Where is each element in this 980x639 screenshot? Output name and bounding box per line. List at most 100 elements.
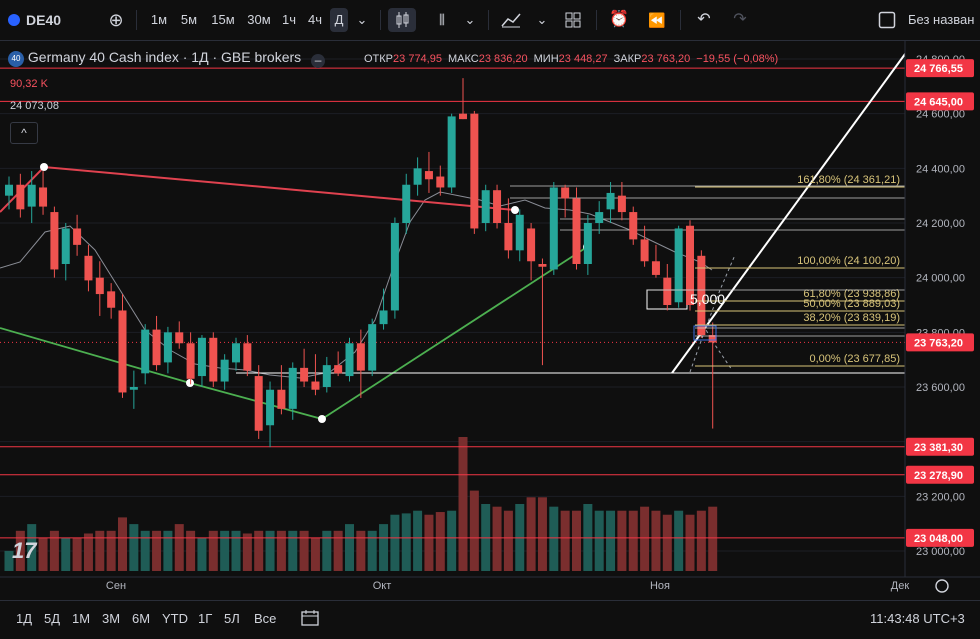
candle-body [583,223,592,264]
range-1Д[interactable]: 1Д [16,611,33,626]
ohlc-value: 23 774,95 [393,53,442,65]
candle-body [504,223,513,251]
chart-legend: 40 Germany 40 Cash index · 1Д · GBE brok… [8,49,326,68]
undo-icon[interactable]: ↶ [697,11,711,28]
candle-body [390,223,399,311]
volume-bar [424,514,434,571]
symbol-title[interactable]: Germany 40 Cash index · 1Д · GBE brokers [27,49,302,65]
volume-bar [458,437,468,571]
volume-bar [560,510,570,571]
candle-body [73,228,82,245]
volume-bar [231,530,241,571]
volume-bar [617,510,627,571]
candle-body [107,291,116,308]
price-tick-label: 24 000,00 [916,273,965,285]
candle-body [402,184,411,223]
range-1М[interactable]: 1М [72,611,91,626]
candle-body [288,367,297,409]
chart-type-icon[interactable] [498,8,524,32]
replay-icon[interactable]: ⏪ [648,12,666,28]
bottom-toolbar: 1Д 5Д 1М 3М 6М YTD 1Г 5Л Все 11:43:48 UTC+3 [0,600,980,639]
tradingview-logo[interactable]: 17 [12,538,37,563]
symbol-logo-icon: 40 [8,51,24,67]
volume-bar [685,514,695,571]
chevron-down-icon[interactable]: ⌄ [536,12,548,27]
range-1Г[interactable]: 1Г [198,611,213,626]
candle-body [674,228,683,303]
candle-body [197,337,206,377]
candle-body [129,387,138,390]
candle-body [175,332,184,344]
interval-4[interactable]: 1ч [281,12,296,27]
time-label: Дек [891,580,910,592]
volume-bar [220,530,230,571]
volume-bar [356,530,366,571]
symbol-button[interactable]: DE40 [8,8,61,32]
interval-0[interactable]: 1м [150,12,168,27]
anchor-point [186,379,194,387]
goto-date-icon[interactable] [300,609,320,630]
candle-body [561,187,570,199]
interval-2[interactable]: 15м [211,12,235,27]
candle-body [436,176,445,188]
layout-save-checkbox-icon[interactable] [876,8,898,32]
candles-chart-type-icon[interactable] [388,8,416,32]
interval-6[interactable]: Д [330,8,348,32]
price-tag-label: 24 645,00 [914,96,963,108]
redo-icon[interactable]: ↷ [733,11,747,28]
interval-5[interactable]: 4ч [307,12,322,27]
candle-body [515,214,524,251]
layout-icon[interactable] [560,8,586,32]
candle-body [311,381,320,390]
fib-level-label: 0,00% (23 677,85) [809,353,900,365]
interval-3[interactable]: 30м [247,12,271,27]
volume-bar [640,506,650,571]
candle-body [459,113,467,120]
indicators-icon[interactable]: ⫼ [439,12,445,27]
range-5Д[interactable]: 5Д [44,611,61,626]
volume-bar [379,524,389,571]
candle-body [39,187,48,207]
volume-bar [447,510,457,571]
volume-bar [208,530,218,571]
price-tick-label: 24 200,00 [916,218,965,230]
volume-bar [651,510,661,571]
range-5Л[interactable]: 5Л [224,611,240,626]
range-YTD[interactable]: YTD [162,611,188,626]
volume-bar [288,530,298,571]
add-symbol-icon[interactable]: ⊕ [108,10,124,30]
ohlc-label: ЗАКР [613,53,642,65]
candle-body [16,184,25,210]
time-label: Окт [373,580,392,592]
volume-bar [118,517,127,571]
chevron-down-icon[interactable]: ⌄ [464,12,476,27]
volume-bar [129,524,139,571]
collapse-icon[interactable]: – [311,54,326,68]
layout-name[interactable]: Без назван [908,12,975,27]
price-tick-label: 23 600,00 [916,382,965,394]
candle-body [84,255,93,281]
volume-bar [152,530,162,571]
alert-icon[interactable]: ⏰ [609,11,629,28]
range-3М[interactable]: 3М [102,611,121,626]
clock[interactable]: 11:43:48 UTC+3 [870,611,965,626]
range-6М[interactable]: 6М [132,611,151,626]
chevron-down-icon[interactable]: ⌄ [356,12,368,27]
price-tag-label: 23 048,00 [914,533,963,545]
fib-level-label: 161,80% (24 361,21) [797,174,900,186]
candle-body [413,168,422,185]
candle-body [708,335,717,343]
volume-bar [49,530,59,571]
range-Все[interactable]: Все [254,611,277,626]
price-tag [906,59,974,78]
chart-canvas[interactable]: 161,80% (24 361,21) 100,00% (24 100,20) 61… [0,41,980,598]
candle-body [334,365,343,374]
volume-bar [572,510,581,571]
interval-1[interactable]: 5м [180,12,198,27]
collapse-legend-button[interactable]: ^ [10,122,38,144]
volume-bar [174,524,184,571]
candle-body [663,277,672,305]
candle-body [595,212,604,223]
settings-gear-icon[interactable] [935,579,949,593]
volume-bar [299,530,309,571]
